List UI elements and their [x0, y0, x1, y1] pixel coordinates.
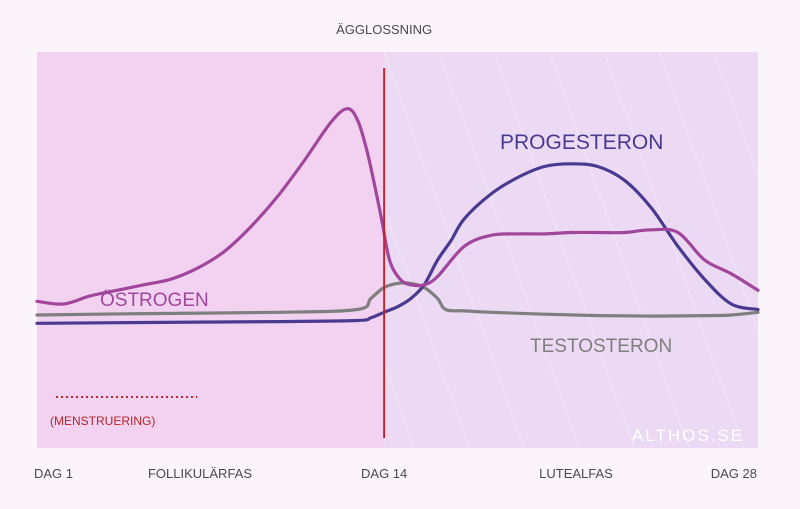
series-line-ostrogen	[35, 107, 760, 306]
series-label-testosteron: TESTOSTERON	[530, 336, 672, 357]
background-hatch-line	[769, 52, 800, 448]
x-tick-label-dag-14: DAG 14	[361, 466, 407, 481]
background-hatch-line	[384, 205, 470, 448]
watermark-logo: ALTHOS.SE	[632, 426, 744, 445]
series-label-progesteron: PROGESTERON	[500, 131, 663, 154]
background-hatch-line	[548, 52, 690, 448]
background-hatch-line	[384, 361, 415, 448]
series-line-testosteron	[35, 281, 760, 318]
background-hatch-line	[493, 52, 635, 448]
background-hatch-line	[603, 52, 745, 448]
x-tick-label-dag-1: DAG 1	[34, 466, 73, 481]
series-line-progesteron	[35, 162, 760, 325]
background-hatch-line	[438, 52, 580, 448]
x-tick-label-dag-28: DAG 28	[711, 466, 757, 481]
menstruation-label: (MENSTRUERING)	[50, 414, 155, 428]
background-hatch-line	[658, 52, 758, 334]
ovulation-label: ÄGGLOSSNING	[336, 22, 432, 37]
phase-label-lutealfas: LUTEALFAS	[539, 466, 613, 481]
series-label-ostrogen: ÖSTROGEN	[100, 290, 209, 311]
phase-band-follikularfas	[37, 52, 385, 448]
phase-band-lutealfas	[384, 52, 758, 448]
background-hatch-line	[384, 52, 525, 448]
background-hatch-line	[713, 52, 758, 178]
phase-label-follikularfas: FOLLIKULÄRFAS	[148, 466, 252, 481]
